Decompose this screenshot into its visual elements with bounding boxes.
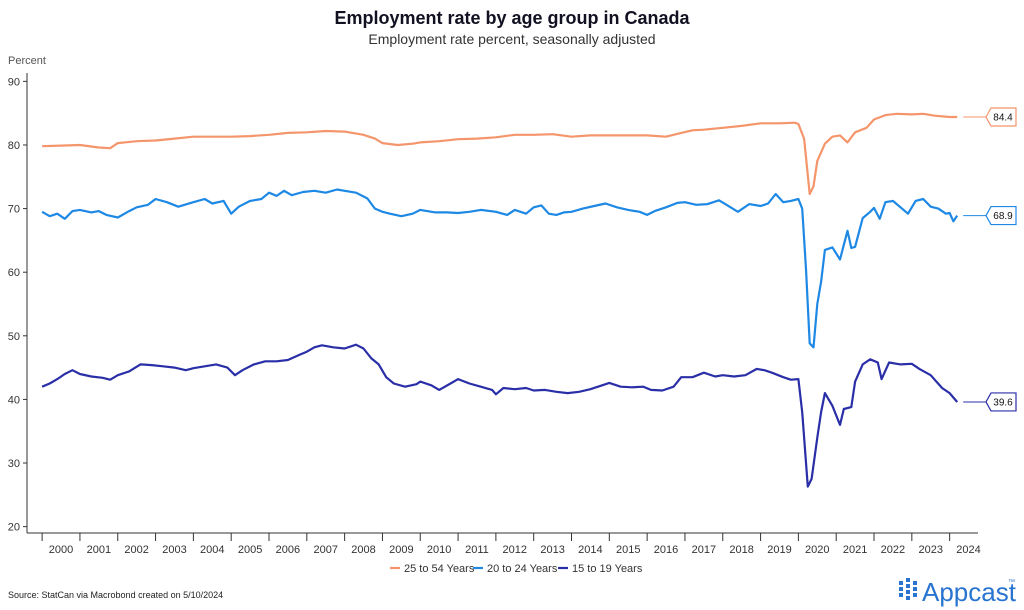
brand-dot bbox=[906, 596, 910, 600]
brand-trademark: ™ bbox=[1008, 579, 1015, 586]
brand-dot bbox=[899, 593, 903, 597]
brand-dot bbox=[913, 581, 917, 585]
legend-label: 15 to 19 Years bbox=[572, 563, 643, 575]
y-axis: 20 30 40 50 60 70 80 90 bbox=[8, 73, 28, 534]
end-labels: 84.4 68.9 39.6 bbox=[963, 107, 1017, 412]
legend-label: 25 to 54 Years bbox=[404, 563, 475, 575]
x-tick-label: 2020 bbox=[805, 544, 829, 556]
brand-dot bbox=[906, 578, 910, 582]
x-tick-label: 2015 bbox=[616, 544, 640, 556]
end-label-box bbox=[985, 107, 1017, 127]
x-tick-label: 2024 bbox=[956, 544, 980, 556]
x-tick-label: 2022 bbox=[881, 544, 905, 556]
brand-dot bbox=[899, 581, 903, 585]
x-tick-label: 2018 bbox=[729, 544, 753, 556]
x-tick-label: 2014 bbox=[578, 544, 602, 556]
x-tick-label: 2011 bbox=[465, 544, 489, 556]
end-label-value: 39.6 bbox=[993, 397, 1013, 408]
x-tick-label: 2005 bbox=[238, 544, 262, 556]
x-tick-label: 2021 bbox=[843, 544, 867, 556]
x-tick-label: 2003 bbox=[162, 544, 186, 556]
chart-title: Employment rate by age group in Canada bbox=[334, 8, 690, 28]
x-tick-label: 2000 bbox=[49, 544, 73, 556]
series-line-3 bbox=[41, 343, 959, 488]
brand-dot bbox=[899, 587, 903, 591]
x-tick-label: 2017 bbox=[692, 544, 716, 556]
end-label-value: 84.4 bbox=[993, 112, 1013, 123]
series-line-2 bbox=[41, 188, 959, 349]
x-tick-label: 2013 bbox=[540, 544, 564, 556]
brand-dot bbox=[906, 590, 910, 594]
series-line-1 bbox=[42, 112, 958, 196]
appcast-dots-icon bbox=[899, 578, 917, 600]
x-tick-label: 2009 bbox=[389, 544, 413, 556]
y-tick-label: 50 bbox=[8, 331, 20, 343]
x-axis: 2000 2001 2002 2003 2004 2005 2006 2007 2008 2009… bbox=[27, 532, 981, 556]
y-tick-label: 40 bbox=[8, 394, 20, 406]
end-label-box bbox=[985, 392, 1017, 412]
brand-dot bbox=[913, 587, 917, 591]
y-tick-label: 70 bbox=[8, 204, 20, 216]
y-axis-label: Percent bbox=[8, 55, 46, 67]
legend: 25 to 54 Years 20 to 24 Years 15 to 19 Yea… bbox=[390, 563, 643, 575]
y-tick-label: 90 bbox=[8, 76, 20, 88]
chart-subtitle: Employment rate percent, seasonally adju… bbox=[368, 31, 655, 47]
x-tick-label: 2012 bbox=[503, 544, 527, 556]
end-label-box bbox=[985, 205, 1017, 226]
x-tick-label: 2006 bbox=[276, 544, 300, 556]
brand-dot bbox=[906, 584, 910, 588]
brand-dot bbox=[913, 593, 917, 597]
y-tick-label: 20 bbox=[8, 522, 20, 534]
series-layer bbox=[41, 112, 959, 488]
x-tick-label: 2016 bbox=[654, 544, 678, 556]
x-tick-label: 2023 bbox=[918, 544, 942, 556]
legend-label: 20 to 24 Years bbox=[487, 563, 558, 575]
x-tick-label: 2008 bbox=[351, 544, 375, 556]
x-tick-label: 2004 bbox=[200, 544, 224, 556]
x-tick-label: 2001 bbox=[87, 544, 111, 556]
appcast-logo: Appcast ™ bbox=[899, 577, 1017, 607]
y-tick-label: 60 bbox=[8, 267, 20, 279]
source-note: Source: StatCan via Macrobond created on… bbox=[8, 590, 223, 600]
x-tick-label: 2019 bbox=[767, 544, 791, 556]
x-tick-label: 2002 bbox=[124, 544, 148, 556]
brand-name: Appcast bbox=[922, 577, 1017, 607]
x-tick-label: 2010 bbox=[427, 544, 451, 556]
y-tick-label: 80 bbox=[8, 140, 20, 152]
x-tick-label: 2007 bbox=[313, 544, 337, 556]
y-tick-label: 30 bbox=[8, 458, 20, 470]
end-label-value: 68.9 bbox=[993, 211, 1013, 222]
